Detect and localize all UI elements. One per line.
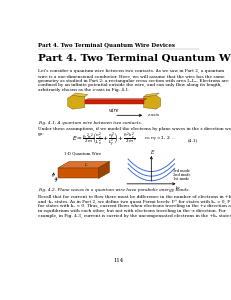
Text: $n_x,n_y=1,2...$: $n_x,n_y=1,2...$ xyxy=(144,134,176,143)
Text: Fig. 4.2. Plane waves in a quantum wire have parabolic energy bands.: Fig. 4.2. Plane waves in a quantum wire … xyxy=(38,188,190,192)
Polygon shape xyxy=(85,99,147,100)
Text: 3rd mode: 3rd mode xyxy=(173,169,190,173)
Text: wire is a one-dimensional conductor. Here, we will assume that the wire has the : wire is a one-dimensional conductor. Her… xyxy=(38,74,225,78)
Text: 2nd mode: 2nd mode xyxy=(173,173,191,177)
Text: Part 4. Two Terminal Quantum Wire Devices: Part 4. Two Terminal Quantum Wire Device… xyxy=(38,42,175,47)
Text: example, in Fig. 4.3, current is carried by the uncompensated electrons in the +: example, in Fig. 4.3, current is carried… xyxy=(38,214,231,218)
Text: 1-D Quantum Wire: 1-D Quantum Wire xyxy=(64,152,102,155)
Text: E: E xyxy=(150,150,153,154)
Polygon shape xyxy=(68,95,85,109)
Text: $k_z$: $k_z$ xyxy=(175,184,181,192)
Text: in equilibrium with each other, but not with electrons traveling in the -z direc: in equilibrium with each other, but not … xyxy=(38,209,226,213)
Text: Recall that for current to flow there must be difference in the number of electr: Recall that for current to flow there mu… xyxy=(38,195,231,199)
Text: wire: wire xyxy=(109,108,119,113)
Text: go:: go: xyxy=(38,132,45,136)
Text: y: y xyxy=(51,173,53,177)
Text: Under these assumptions, if we model the electrons by plane waves in the z direc: Under these assumptions, if we model the… xyxy=(38,127,231,131)
Polygon shape xyxy=(144,95,161,109)
Polygon shape xyxy=(72,93,88,97)
Text: geometry as studied in Part 2: a rectangular cross section with area LₓLₕ. Elect: geometry as studied in Part 2: a rectang… xyxy=(38,79,229,83)
Text: (4.1): (4.1) xyxy=(188,138,198,142)
Text: and -kₓ states. As in Part 2, we define two quasi Fermi levels: F⁺ for states wi: and -kₓ states. As in Part 2, we define … xyxy=(38,200,231,204)
Polygon shape xyxy=(58,168,99,178)
Text: Part 4. Two Terminal Quantum Wire Devices: Part 4. Two Terminal Quantum Wire Device… xyxy=(38,54,231,63)
Text: 1st mode: 1st mode xyxy=(173,177,189,181)
Text: Fig. 4.1. A quantum wire between two contacts.: Fig. 4.1. A quantum wire between two con… xyxy=(38,121,142,125)
Text: for states with kₓ < 0. Thus, current flows when electrons traveling in the +z d: for states with kₓ < 0. Thus, current fl… xyxy=(38,204,231,208)
Text: z axis: z axis xyxy=(147,113,159,117)
Text: z: z xyxy=(54,179,56,183)
Text: arbitrarily chosen as the z-axis in Fig. 4.1.: arbitrarily chosen as the z-axis in Fig.… xyxy=(38,88,130,92)
Text: 114: 114 xyxy=(113,258,123,262)
Text: L: L xyxy=(84,163,87,167)
Text: Let's consider a quantum wire between two contacts. As we saw in Part 2, a quant: Let's consider a quantum wire between tw… xyxy=(38,69,224,73)
Polygon shape xyxy=(58,161,109,168)
Text: $E=\frac{\hbar^2\pi^2}{2m}\!\left(\frac{n_x^2}{L_x^2}+\frac{n_y^2}{L_y^2}\right): $E=\frac{\hbar^2\pi^2}{2m}\!\left(\frac{… xyxy=(72,130,137,149)
Text: confined by an infinite potential outside the wire, and can only flow along its : confined by an infinite potential outsid… xyxy=(38,83,222,87)
Polygon shape xyxy=(99,161,109,178)
Polygon shape xyxy=(144,93,159,97)
Bar xyxy=(85,100,144,104)
